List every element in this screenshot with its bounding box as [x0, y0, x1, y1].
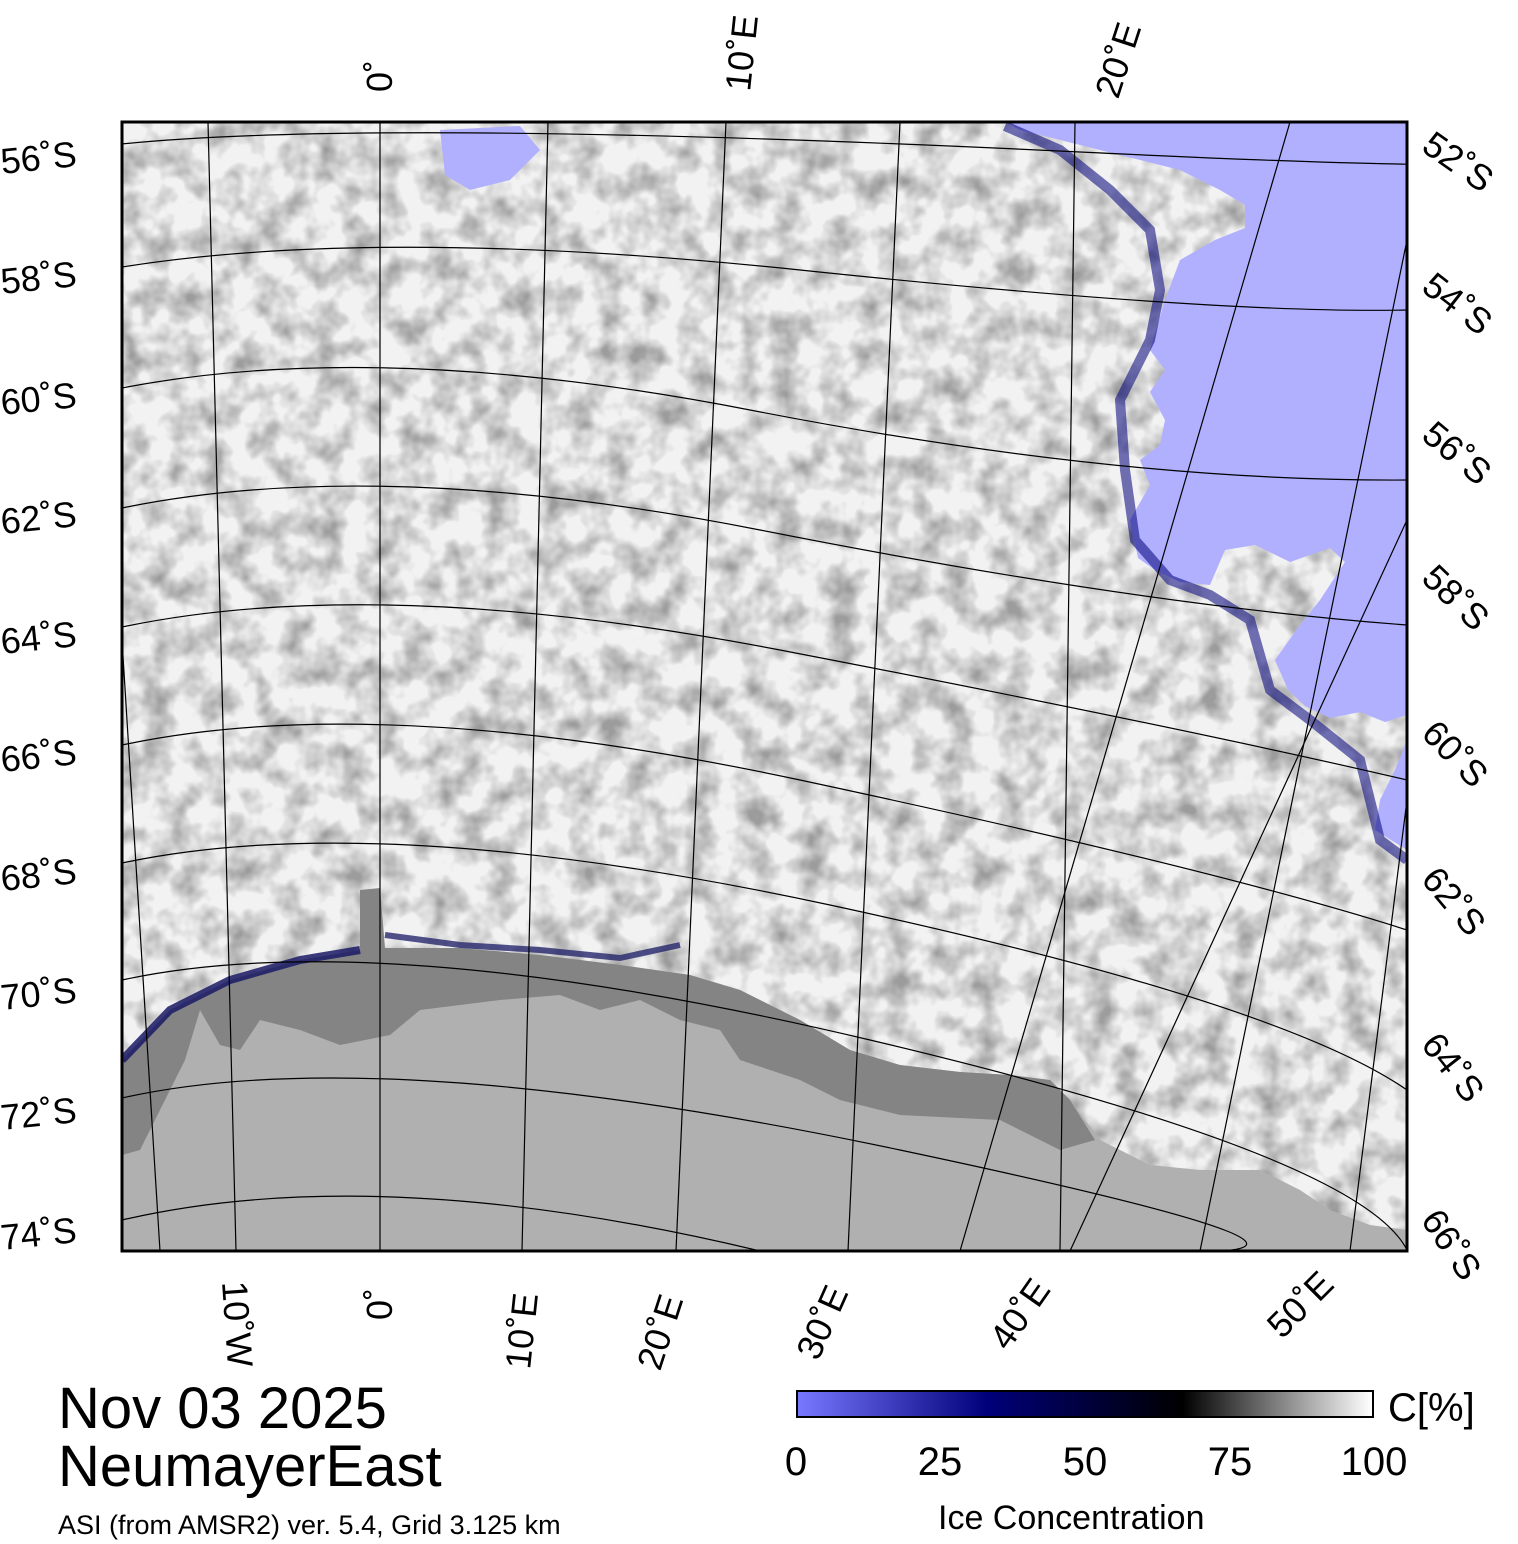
lat-label-left: 68˚S: [0, 850, 78, 899]
coastal-marginal-ice: [122, 946, 361, 1063]
map-date: Nov 03 2025: [58, 1376, 387, 1441]
lat-label-left: 70˚S: [0, 969, 78, 1018]
colorbar-tick: 50: [1062, 1440, 1108, 1484]
lat-label-right: 52˚S: [1415, 123, 1501, 200]
lat-label-right: 58˚S: [1414, 556, 1497, 638]
lat-label-right: 54˚S: [1415, 264, 1500, 343]
lat-labels-right: 52˚S 54˚S 56˚S 58˚S 60˚S 62˚S 64˚S 66˚S: [1413, 123, 1501, 1288]
colorbar-tick: 75: [1207, 1440, 1253, 1484]
lat-label-right: 66˚S: [1413, 1202, 1490, 1288]
lat-label-right: 56˚S: [1415, 413, 1500, 493]
coastal-marginal-ice-2: [384, 932, 681, 962]
lat-label-left: 60˚S: [0, 374, 78, 423]
lon-label-bottom: 40˚E: [981, 1271, 1058, 1357]
lat-label-left: 66˚S: [0, 731, 78, 780]
colorbar: [796, 1390, 1374, 1418]
graticule: [122, 122, 1407, 1251]
lon-label-bottom: 30˚E: [788, 1279, 856, 1365]
lat-labels-left: 56˚S 58˚S 60˚S 62˚S 64˚S 66˚S 68˚S 70˚S …: [0, 133, 78, 1258]
ice-shelf: [122, 888, 1095, 1155]
lon-label-bottom: 20˚E: [629, 1289, 691, 1374]
open-water-east-inlet: [1375, 740, 1407, 850]
lon-label-top: 0˚: [359, 60, 400, 92]
polynya-north: [440, 126, 540, 190]
lat-label-right: 60˚S: [1414, 712, 1496, 795]
lat-label-left: 58˚S: [0, 253, 78, 302]
lon-labels-top: 0˚ 10˚E 20˚E: [359, 13, 1149, 103]
open-water: [1005, 122, 1407, 722]
lat-label-left: 74˚S: [0, 1209, 78, 1258]
antarctic-land: [122, 948, 1407, 1251]
lat-label-left: 72˚S: [0, 1089, 78, 1138]
colorbar-tick: 100: [1340, 1440, 1408, 1484]
colorbar-tick: 0: [784, 1440, 808, 1484]
lon-label-bottom: 0˚: [359, 1288, 400, 1320]
lat-label-left: 56˚S: [0, 133, 78, 182]
lon-label-bottom: 10˚E: [497, 1291, 546, 1371]
lon-label-top: 10˚E: [717, 13, 766, 93]
lon-label-bottom: 10˚W: [214, 1280, 261, 1369]
lon-label-top: 20˚E: [1087, 17, 1149, 102]
lat-label-left: 64˚S: [0, 613, 78, 662]
data-source: ASI (from AMSR2) ver. 5.4, Grid 3.125 km: [58, 1510, 561, 1540]
map-frame: [120, 120, 1409, 1253]
lat-label-right: 62˚S: [1414, 859, 1494, 944]
lat-label-right: 64˚S: [1414, 1025, 1493, 1110]
region-name: NeumayerEast: [58, 1434, 442, 1499]
colorbar-unit: C[%]: [1388, 1386, 1475, 1430]
ice-edge-band: [1003, 122, 1407, 865]
lat-label-left: 62˚S: [0, 493, 78, 542]
lon-labels-bottom: 10˚W 0˚ 10˚E 20˚E 30˚E 40˚E 50˚E: [214, 1263, 1341, 1375]
lon-label-bottom: 50˚E: [1259, 1263, 1342, 1346]
colorbar-label: Ice Concentration: [938, 1499, 1205, 1537]
colorbar-tick: 25: [917, 1440, 963, 1484]
